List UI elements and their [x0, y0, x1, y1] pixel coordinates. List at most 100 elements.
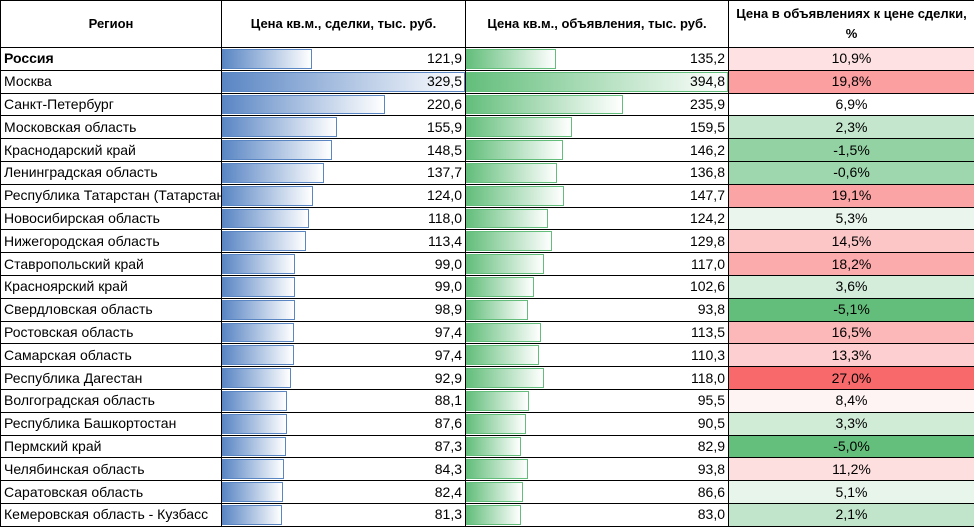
header-region[interactable]: Регион: [0, 0, 222, 48]
ad-price-cell[interactable]: 113,5: [465, 320, 729, 345]
ratio-cell[interactable]: 13,3%: [728, 343, 974, 368]
region-cell[interactable]: Волгоградская область: [0, 388, 222, 413]
ad-price-cell[interactable]: 135,2: [465, 47, 729, 71]
region-cell[interactable]: Нижегородская область: [0, 229, 222, 254]
deal-price-cell[interactable]: 148,5: [221, 138, 466, 162]
ad-price-cell[interactable]: 146,2: [465, 138, 729, 162]
ad-price-cell[interactable]: 118,0: [465, 366, 729, 390]
region-cell[interactable]: Саратовская область: [0, 480, 222, 504]
ad-price-cell[interactable]: 90,5: [465, 411, 729, 436]
region-cell[interactable]: Ленинградская область: [0, 160, 222, 185]
deal-price-cell[interactable]: 97,4: [221, 343, 466, 368]
ratio-cell[interactable]: 5,1%: [728, 480, 974, 504]
deal-price-cell[interactable]: 124,0: [221, 183, 466, 208]
region-cell[interactable]: Пермский край: [0, 434, 222, 459]
ratio-cell[interactable]: 2,3%: [728, 115, 974, 140]
ratio-cell[interactable]: 16,5%: [728, 320, 974, 345]
region-cell[interactable]: Республика Башкортостан: [0, 411, 222, 436]
deal-price-cell[interactable]: 118,0: [221, 206, 466, 231]
deal-price-value: 99,0: [434, 255, 462, 272]
ratio-cell[interactable]: -5,1%: [728, 297, 974, 322]
deal-price-cell[interactable]: 121,9: [221, 47, 466, 71]
ratio-cell[interactable]: 6,9%: [728, 92, 974, 117]
ratio-cell[interactable]: 19,1%: [728, 183, 974, 208]
ad-price-value: 136,8: [689, 164, 725, 181]
ad-price-data-bar: [466, 162, 557, 183]
region-cell[interactable]: Республика Дагестан: [0, 366, 222, 390]
deal-price-cell[interactable]: 81,3: [221, 502, 466, 527]
ad-price-cell[interactable]: 93,8: [465, 297, 729, 322]
ratio-cell[interactable]: 8,4%: [728, 388, 974, 413]
region-cell[interactable]: Республика Татарстан (Татарстан): [0, 183, 222, 208]
ratio-cell[interactable]: -5,0%: [728, 434, 974, 459]
deal-price-cell[interactable]: 98,9: [221, 297, 466, 322]
region-cell[interactable]: Красноярский край: [0, 274, 222, 299]
region-cell[interactable]: Краснодарский край: [0, 138, 222, 162]
ad-price-cell[interactable]: 235,9: [465, 92, 729, 117]
header-deal-price[interactable]: Цена кв.м., сделки, тыс. руб.: [221, 0, 466, 48]
deal-price-data-bar: [222, 459, 285, 480]
ratio-cell[interactable]: -1,5%: [728, 138, 974, 162]
region-cell[interactable]: Новосибирская область: [0, 206, 222, 231]
ad-price-cell[interactable]: 82,9: [465, 434, 729, 459]
deal-price-cell[interactable]: 155,9: [221, 115, 466, 140]
deal-price-cell[interactable]: 99,0: [221, 252, 466, 276]
ad-price-cell[interactable]: 394,8: [465, 69, 729, 94]
ad-price-value: 102,6: [689, 278, 725, 295]
region-cell[interactable]: Санкт-Петербург: [0, 92, 222, 117]
ad-price-cell[interactable]: 102,6: [465, 274, 729, 299]
region-cell[interactable]: Челябинская область: [0, 457, 222, 482]
ad-price-cell[interactable]: 95,5: [465, 388, 729, 413]
deal-price-cell[interactable]: 113,4: [221, 229, 466, 254]
ad-price-cell[interactable]: 136,8: [465, 160, 729, 185]
region-cell[interactable]: Ростовская область: [0, 320, 222, 345]
table-row: Ставропольский край 99,0 117,0 18,2%: [0, 252, 974, 276]
ratio-cell[interactable]: 2,1%: [728, 502, 974, 527]
ad-price-cell[interactable]: 159,5: [465, 115, 729, 140]
deal-price-data-bar: [222, 49, 312, 69]
deal-price-cell[interactable]: 84,3: [221, 457, 466, 482]
deal-price-value: 148,5: [426, 141, 462, 158]
ratio-cell[interactable]: 19,8%: [728, 69, 974, 94]
ratio-cell[interactable]: 10,9%: [728, 47, 974, 71]
deal-price-cell[interactable]: 99,0: [221, 274, 466, 299]
deal-price-cell[interactable]: 97,4: [221, 320, 466, 345]
deal-price-cell[interactable]: 88,1: [221, 388, 466, 413]
ratio-cell[interactable]: 3,3%: [728, 411, 974, 436]
ad-price-cell[interactable]: 83,0: [465, 502, 729, 527]
ad-price-data-bar: [466, 459, 529, 480]
ad-price-cell[interactable]: 129,8: [465, 229, 729, 254]
region-cell[interactable]: Свердловская область: [0, 297, 222, 322]
ratio-cell[interactable]: -0,6%: [728, 160, 974, 185]
ad-price-cell[interactable]: 124,2: [465, 206, 729, 231]
deal-price-cell[interactable]: 87,3: [221, 434, 466, 459]
deal-price-cell[interactable]: 137,7: [221, 160, 466, 185]
ad-price-cell[interactable]: 110,3: [465, 343, 729, 368]
region-cell[interactable]: Ставропольский край: [0, 252, 222, 276]
table-row: Республика Дагестан 92,9 118,0 27,0%: [0, 366, 974, 390]
ad-price-cell[interactable]: 86,6: [465, 480, 729, 504]
ratio-cell[interactable]: 5,3%: [728, 206, 974, 231]
header-ratio[interactable]: Цена в объявлениях к цене сделки, %: [728, 0, 974, 48]
ad-price-cell[interactable]: 147,7: [465, 183, 729, 208]
region-cell[interactable]: Кемеровская область - Кузбасс: [0, 502, 222, 527]
deal-price-cell[interactable]: 92,9: [221, 366, 466, 390]
ratio-cell[interactable]: 3,6%: [728, 274, 974, 299]
deal-price-cell[interactable]: 82,4: [221, 480, 466, 504]
ratio-cell[interactable]: 11,2%: [728, 457, 974, 482]
region-cell[interactable]: Россия: [0, 47, 222, 71]
deal-price-cell[interactable]: 87,6: [221, 411, 466, 436]
ratio-cell[interactable]: 14,5%: [728, 229, 974, 254]
region-cell[interactable]: Самарская область: [0, 343, 222, 368]
ratio-cell[interactable]: 18,2%: [728, 252, 974, 276]
ad-price-cell[interactable]: 117,0: [465, 252, 729, 276]
region-cell[interactable]: Московская область: [0, 115, 222, 140]
ad-price-value: 118,0: [691, 369, 725, 386]
region-cell[interactable]: Москва: [0, 69, 222, 94]
ratio-cell[interactable]: 27,0%: [728, 366, 974, 390]
ad-price-cell[interactable]: 93,8: [465, 457, 729, 482]
header-ad-price[interactable]: Цена кв.м., объявления, тыс. руб.: [465, 0, 729, 48]
deal-price-cell[interactable]: 220,6: [221, 92, 466, 117]
table-row: Московская область 155,9 159,5 2,3%: [0, 115, 974, 140]
deal-price-cell[interactable]: 329,5: [221, 69, 466, 94]
